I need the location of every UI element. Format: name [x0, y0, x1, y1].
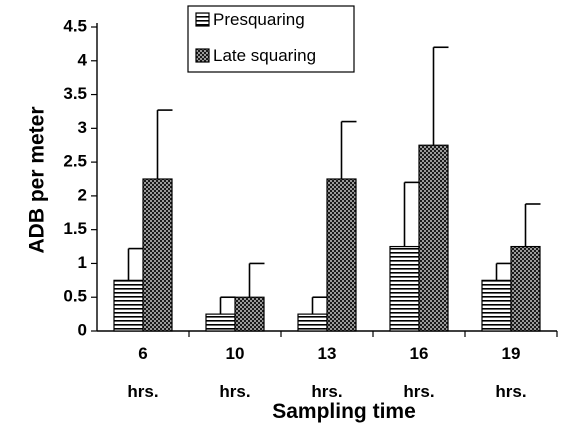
x-tick-label: 10 — [226, 344, 245, 363]
legend-label-presquaring: Presquaring — [213, 10, 305, 29]
bar-late-squaring — [234, 296, 265, 332]
y-tick-label: 0.5 — [63, 287, 87, 306]
bar-late-squaring — [418, 144, 449, 332]
y-tick-label: 1 — [78, 253, 87, 272]
bar-presquaring — [205, 313, 236, 332]
x-tick-unit-label: hrs. — [403, 382, 434, 401]
legend-swatch-presquaring — [195, 12, 210, 27]
plot-area: 0 0.5 1 1.5 2 2.5 3 3.5 4 4.5 6 hrs. 10 hrs. 13 hrs. 16 h… — [63, 16, 558, 401]
x-tick-unit-label: hrs. — [127, 382, 158, 401]
bar-presquaring — [481, 279, 512, 332]
legend: Presquaring Late squaring — [187, 5, 355, 73]
x-tick-unit-label: hrs. — [495, 382, 526, 401]
x-tick-label: 13 — [318, 344, 337, 363]
x-axis-title: Sampling time — [272, 400, 416, 423]
bar-late-squaring — [510, 245, 541, 332]
y-tick-label: 4.5 — [63, 16, 87, 35]
x-tick-label: 16 — [410, 344, 429, 363]
bar-presquaring — [113, 279, 144, 332]
x-tick-label: 19 — [502, 344, 521, 363]
x-tick-label: 6 — [138, 344, 147, 363]
legend-swatch-late-squaring — [195, 48, 210, 63]
bar-presquaring — [297, 313, 328, 332]
y-tick-label: 1.5 — [63, 219, 87, 238]
bar-late-squaring — [326, 178, 357, 332]
y-tick-label: 3 — [78, 118, 87, 137]
y-axis-title: ADB per meter — [26, 106, 49, 253]
y-tick-label: 4 — [78, 50, 88, 69]
bar-late-squaring — [142, 178, 173, 332]
x-tick-unit-label: hrs. — [311, 382, 342, 401]
y-tick-label: 2 — [78, 185, 87, 204]
y-tick-label: 2.5 — [63, 152, 87, 171]
bar-presquaring — [389, 245, 420, 332]
y-tick-label: 0 — [78, 320, 87, 339]
x-tick-unit-label: hrs. — [219, 382, 250, 401]
legend-label-late-squaring: Late squaring — [213, 46, 316, 65]
y-tick-label: 3.5 — [63, 84, 87, 103]
legend-box — [187, 5, 355, 73]
